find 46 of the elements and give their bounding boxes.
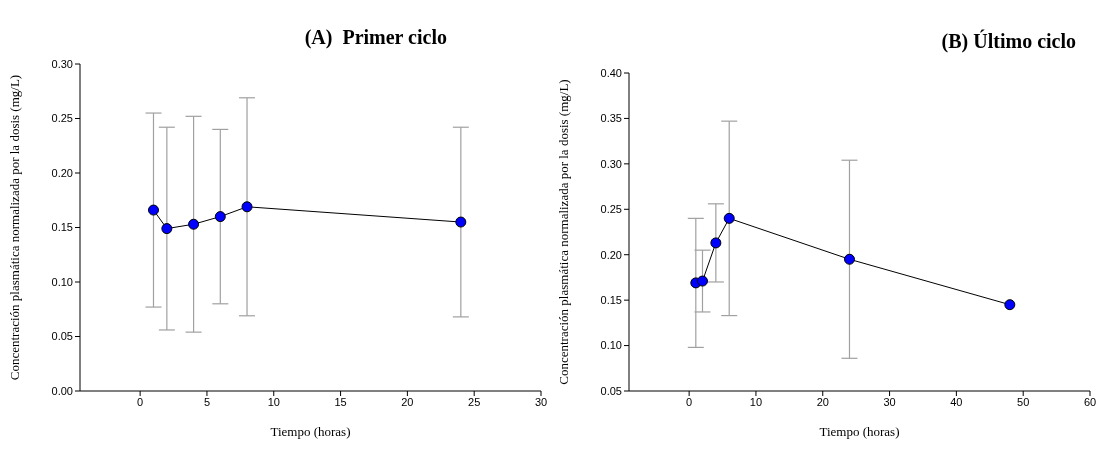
x-axis-title: Tiempo (horas)	[270, 424, 351, 439]
x-axis-title: Tiempo (horas)	[819, 424, 900, 439]
y-tick-label: 0.10	[51, 275, 73, 288]
y-axis-title: Concentración plasmática normalizada por la dosis (mg/L)	[6, 74, 22, 381]
y-tick-label: 0.25	[51, 112, 73, 125]
point	[696, 275, 708, 287]
y-tick-label: 0.10	[600, 339, 622, 352]
y-axis-title: Concentración plasmática normalizada por la dosis (mg/L)	[555, 79, 571, 385]
x-tick-label: 0	[686, 395, 693, 408]
y-tick-label: 0.20	[51, 166, 73, 179]
x-tick-label: 50	[1017, 395, 1030, 408]
point	[161, 223, 173, 235]
x-tick-label: 40	[950, 395, 963, 408]
y-tick-label: 0.20	[600, 248, 622, 261]
x-tick-label: 10	[267, 395, 280, 408]
x-tick-label: 60	[1083, 395, 1097, 408]
point	[188, 218, 200, 230]
y-tick-label: 0.05	[600, 384, 622, 397]
x-tick-label: 30	[883, 395, 896, 408]
point	[214, 211, 226, 223]
x-tick-label: 30	[534, 395, 548, 408]
x-tick-label: 20	[401, 395, 414, 408]
point	[710, 237, 722, 249]
x-tick-label: 15	[334, 395, 347, 408]
chart-title: (B) Último ciclo	[941, 30, 1076, 53]
y-tick-label: 0.30	[51, 57, 73, 70]
x-tick-label: 25	[468, 395, 481, 408]
point	[241, 201, 253, 213]
x-tick-label: 10	[749, 395, 763, 408]
x-tick-label: 5	[203, 395, 210, 408]
y-tick-label: 0.00	[51, 384, 73, 397]
y-tick-label: 0.40	[600, 66, 622, 79]
y-tick-label: 0.30	[600, 157, 622, 170]
point	[455, 216, 467, 228]
y-tick-label: 0.05	[51, 330, 73, 343]
y-tick-label: 0.15	[51, 221, 73, 234]
y-tick-label: 0.25	[600, 203, 622, 216]
point	[843, 253, 855, 265]
x-tick-label: 0	[137, 395, 144, 408]
point	[723, 212, 735, 224]
y-tick-label: 0.35	[600, 112, 622, 125]
point	[1004, 299, 1016, 311]
x-tick-label: 20	[816, 395, 829, 408]
chart-title: (A) Primer ciclo	[304, 26, 447, 49]
y-tick-label: 0.15	[600, 294, 622, 307]
point	[147, 204, 159, 216]
